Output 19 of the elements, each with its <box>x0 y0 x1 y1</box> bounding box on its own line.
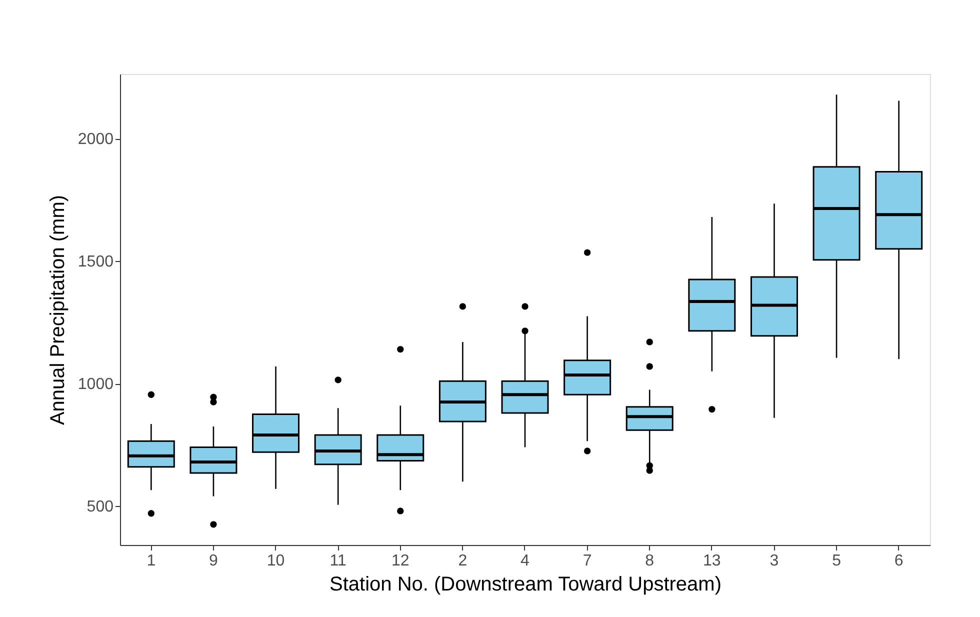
x-tick-label: 7 <box>582 552 592 570</box>
y-tick-label: 2000 <box>78 131 114 148</box>
x-tick-label: 10 <box>266 552 285 570</box>
y-axis-title: Annual Precipitation (mm) <box>46 194 69 426</box>
x-tick-label: 13 <box>703 552 721 570</box>
x-tick-label: 4 <box>520 552 530 570</box>
x-tick-label: 8 <box>645 552 654 570</box>
x-tick-label: 5 <box>832 552 842 570</box>
x-tick-label: 2 <box>458 552 468 570</box>
x-tick-label: 11 <box>330 552 346 570</box>
x-tick-label: 12 <box>391 552 410 570</box>
y-tick-label: 1000 <box>78 376 114 394</box>
y-tick-label: 500 <box>86 498 114 516</box>
x-tick-label: 6 <box>894 552 904 570</box>
x-tick-label: 1 <box>146 552 156 570</box>
y-tick-label: 1500 <box>78 254 114 271</box>
x-tick-label: 9 <box>209 552 218 570</box>
x-axis-title: Station No. (Downstream Toward Upstream) <box>330 574 722 596</box>
x-tick-label: 3 <box>770 552 779 570</box>
